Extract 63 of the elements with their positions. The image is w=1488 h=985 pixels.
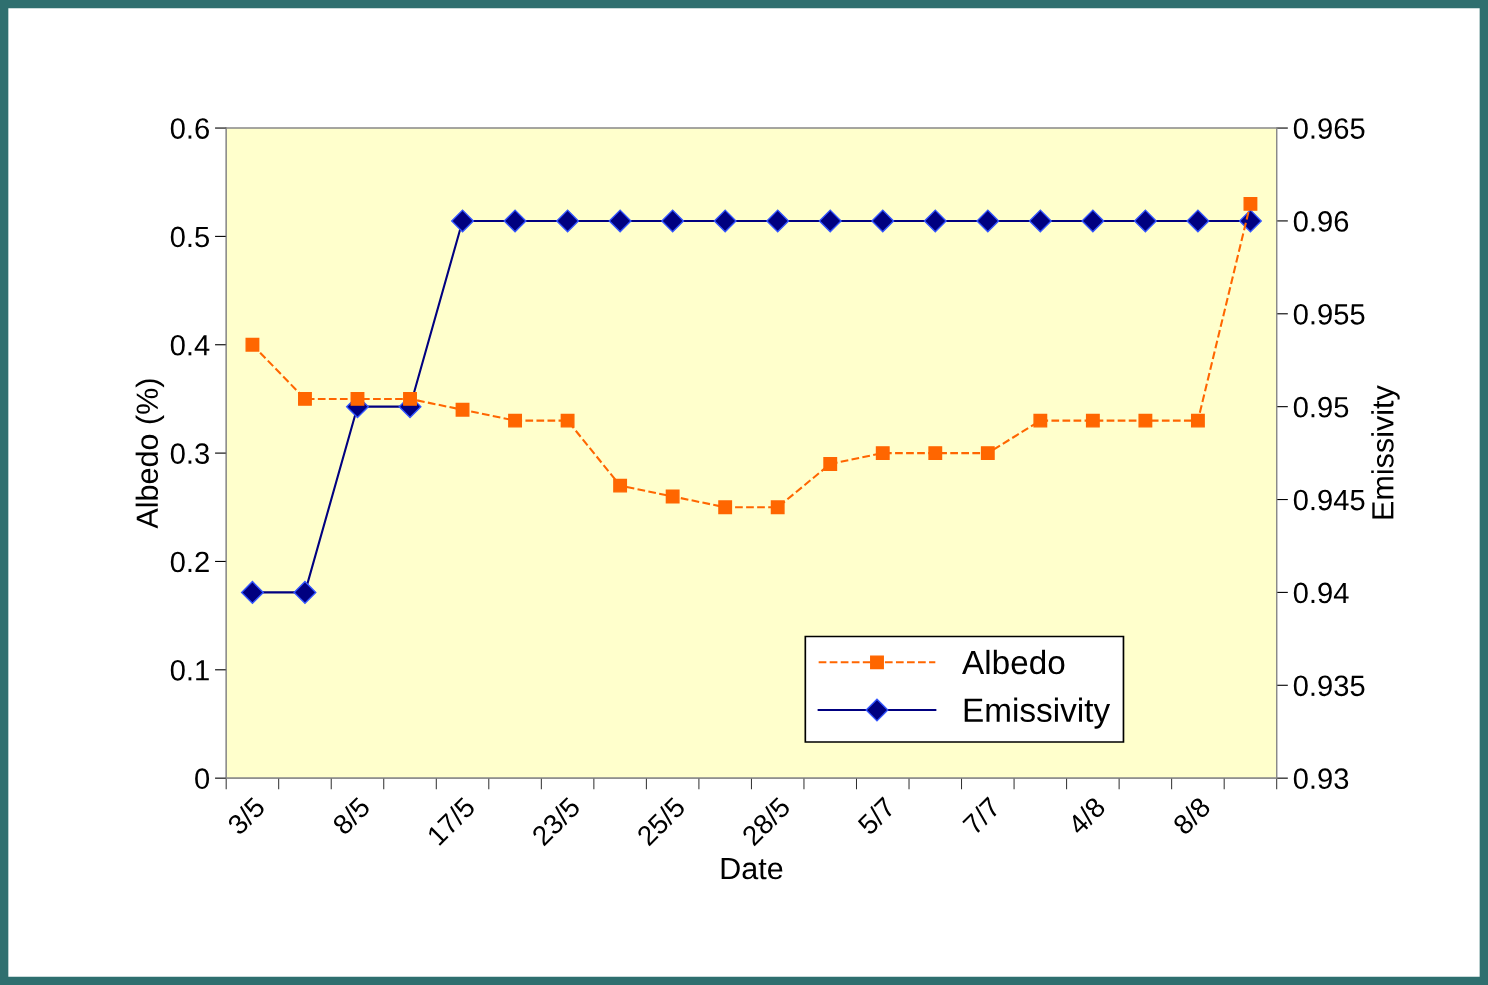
point [770, 500, 785, 515]
point [818, 209, 842, 233]
point [823, 456, 838, 471]
x-tick-label: 7/7 [961, 795, 1002, 836]
point [403, 391, 417, 406]
x-tick-label: 5/7 [856, 795, 897, 836]
point [980, 446, 995, 461]
y2-tick-label: 0.965 [1293, 118, 1365, 139]
x-tick-label: 3/5 [225, 795, 267, 836]
point [240, 580, 264, 604]
y-tick-label: 0.4 [170, 334, 210, 356]
point [871, 209, 895, 233]
x-tick-label: 8/5 [331, 795, 372, 836]
y2-axis-title: Emissivity [1371, 385, 1400, 519]
point [245, 337, 260, 352]
point [455, 402, 470, 417]
y-tick-label: 0.6 [170, 118, 209, 139]
point [1190, 413, 1205, 428]
point [1138, 413, 1153, 428]
y2-tick-label: 0.94 [1293, 582, 1349, 604]
y-tick-label: 0.3 [170, 443, 209, 464]
point [613, 478, 628, 493]
point [875, 446, 890, 461]
point [766, 209, 790, 233]
legend-label: Emissivity [964, 697, 1111, 729]
y-tick-label: 0.1 [170, 660, 209, 681]
point [298, 391, 312, 406]
point [713, 209, 737, 233]
point [1028, 209, 1052, 233]
point [1081, 209, 1105, 233]
point [1243, 196, 1258, 211]
point [665, 489, 680, 504]
x-tick-label: 8/8 [1171, 795, 1212, 836]
point [293, 580, 317, 604]
point [503, 209, 527, 233]
point [1186, 209, 1210, 233]
y-tick-label: 0.5 [170, 226, 209, 248]
y2-tick-label: 0.935 [1293, 675, 1365, 697]
legend-label: Albedo [962, 649, 1065, 675]
y2-tick-label: 0.95 [1293, 396, 1349, 418]
y2-tick-label: 0.93 [1293, 768, 1349, 790]
point [560, 413, 575, 428]
point [556, 209, 580, 233]
y2-tick-label: 0.945 [1293, 489, 1365, 511]
y-tick-label: 0.2 [170, 551, 209, 573]
point [608, 209, 632, 233]
y2-tick-label: 0.955 [1293, 303, 1365, 325]
x-axis-title: Date [721, 858, 783, 880]
point [508, 413, 523, 428]
point [923, 209, 947, 233]
point [1033, 413, 1048, 428]
y-axis-title: Albedo (%) [135, 379, 165, 529]
point [451, 209, 475, 233]
point [718, 500, 733, 515]
point [350, 391, 365, 406]
point [1085, 413, 1100, 428]
y-tick-label: 0 [195, 768, 210, 790]
y2-tick-label: 0.96 [1293, 211, 1349, 232]
point [661, 209, 685, 233]
point [1133, 209, 1157, 233]
point [976, 209, 1000, 233]
point [928, 446, 943, 461]
x-tick-label: 4/8 [1066, 795, 1107, 837]
